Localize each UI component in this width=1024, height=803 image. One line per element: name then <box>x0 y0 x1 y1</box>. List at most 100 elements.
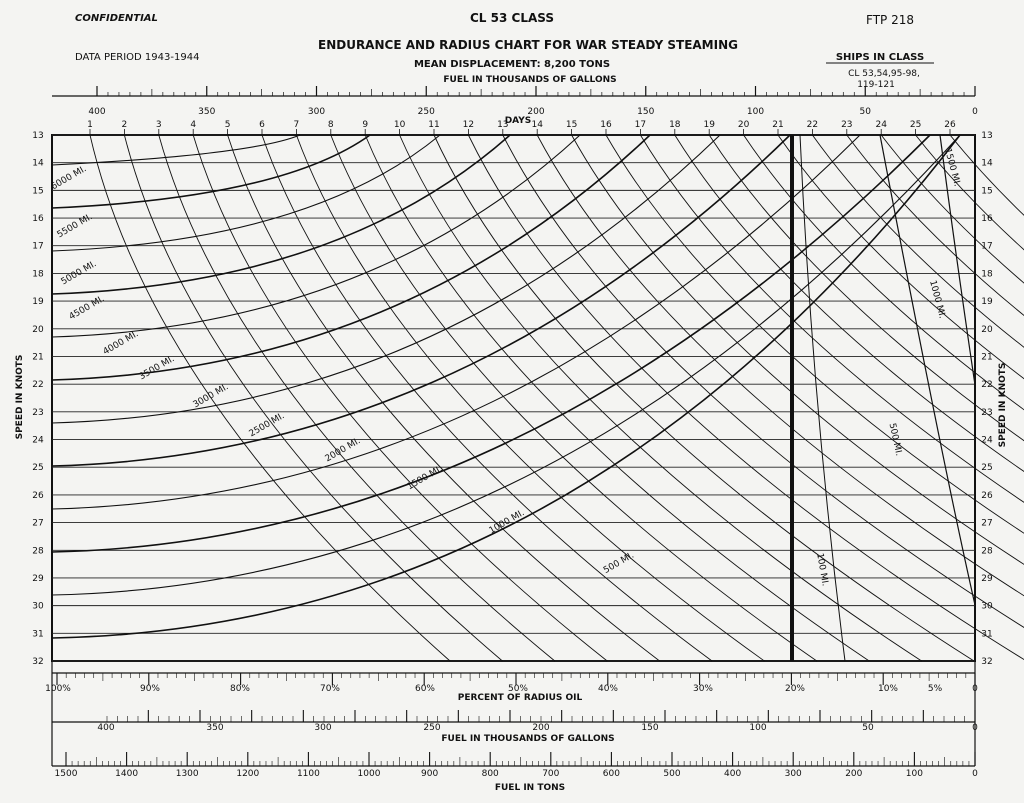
tons-tick-label: 1100 <box>297 769 320 779</box>
days-tick-label: 24 <box>875 120 887 130</box>
gallons-tick-label: 150 <box>641 723 658 733</box>
days-tick-label: 14 <box>531 120 543 130</box>
percent-tick-label: 40% <box>598 684 618 694</box>
days-tick-label: 25 <box>910 120 921 130</box>
speed-tick-right: 16 <box>981 214 993 224</box>
speed-tick-left: 21 <box>32 352 43 362</box>
days-tick-label: 20 <box>738 120 750 130</box>
day-curve <box>605 134 1024 534</box>
tons-tick-label: 800 <box>482 769 499 779</box>
day-curve <box>536 134 1024 597</box>
days-tick-label: 5 <box>225 120 231 130</box>
speed-tick-right: 32 <box>981 657 992 667</box>
radius-curve <box>879 134 976 606</box>
ftp-label: FTP 218 <box>866 13 914 27</box>
days-tick-label: 19 <box>703 120 715 130</box>
percent-tick-label: 50% <box>508 684 528 694</box>
confidential-label: CONFIDENTIAL <box>75 13 158 24</box>
day-curve <box>89 134 451 662</box>
day-curve <box>571 134 1024 565</box>
speed-tick-left: 15 <box>32 186 43 196</box>
day-curve <box>261 134 713 662</box>
radius-curve <box>939 134 976 386</box>
tons-tick-label: 1300 <box>176 769 199 779</box>
radius-curve <box>51 134 441 252</box>
radius-curve <box>51 134 581 338</box>
days-tick-label: 21 <box>772 120 783 130</box>
speed-tick-right: 27 <box>981 519 992 529</box>
percent-tick-label: 80% <box>230 684 250 694</box>
days-tick-label: 7 <box>294 120 300 130</box>
y-axis-label-right: SPEED IN KNOTS <box>998 363 1008 448</box>
radius-curve-label: 4500 MI. <box>68 294 107 322</box>
ships-line-1: CL 53,54,95-98, <box>848 69 920 79</box>
day-curve <box>399 134 922 662</box>
tons-tick-label: 200 <box>845 769 862 779</box>
radius-curve-label: 100 MI. <box>814 552 830 587</box>
radius-curve <box>51 134 511 295</box>
top-fuel-scale-tick-label: 100 <box>747 107 764 117</box>
speed-tick-right: 28 <box>981 546 993 556</box>
radius-curve-label: 1500 MI. <box>406 464 445 492</box>
day-curve <box>330 134 818 662</box>
days-tick-label: 22 <box>807 120 818 130</box>
days-tick-label: 9 <box>362 120 368 130</box>
radius-curve <box>51 134 931 553</box>
days-scale-label: DAYS <box>505 116 532 126</box>
class-title: CL 53 CLASS <box>470 11 554 25</box>
displacement: MEAN DISPLACEMENT: 8,200 TONS <box>414 59 610 70</box>
radius-curve <box>51 134 651 381</box>
day-curve <box>640 134 1024 503</box>
speed-tick-left: 22 <box>32 380 43 390</box>
speed-tick-left: 23 <box>32 408 43 418</box>
tons-tick-label: 600 <box>603 769 620 779</box>
gallons-scale-label: FUEL IN THOUSANDS OF GALLONS <box>441 734 614 744</box>
days-tick-label: 15 <box>566 120 577 130</box>
day-curve <box>674 134 1024 472</box>
day-curve <box>846 134 1024 316</box>
tons-tick-label: 1400 <box>115 769 138 779</box>
chart-title: ENDURANCE AND RADIUS CHART FOR WAR STEAD… <box>318 38 738 52</box>
speed-tick-left: 19 <box>32 297 44 307</box>
speed-tick-right: 21 <box>981 352 992 362</box>
days-tick-label: 3 <box>156 120 162 130</box>
speed-tick-right: 29 <box>981 574 993 584</box>
speed-tick-right: 18 <box>981 269 993 279</box>
speed-tick-left: 27 <box>32 519 43 529</box>
radius-curve-label: 5500 MI. <box>56 212 95 240</box>
top-fuel-scale-tick-label: 350 <box>198 107 215 117</box>
days-tick-label: 12 <box>463 120 474 130</box>
speed-tick-left: 24 <box>32 436 44 446</box>
speed-tick-right: 31 <box>981 629 992 639</box>
day-curve <box>915 134 1024 251</box>
day-curve <box>158 134 556 662</box>
tons-tick-label: 500 <box>663 769 680 779</box>
day-curve <box>777 134 1024 380</box>
radius-curve <box>51 134 721 424</box>
gallons-tick-label: 350 <box>206 723 223 733</box>
speed-tick-right: 15 <box>981 186 992 196</box>
days-tick-label: 1 <box>87 120 93 130</box>
radius-curve <box>51 134 861 510</box>
gallons-tick-label: 50 <box>862 723 874 733</box>
ships-in-class-label: SHIPS IN CLASS <box>836 52 924 63</box>
day-curve <box>812 134 1024 348</box>
speed-tick-left: 31 <box>32 629 43 639</box>
top-fuel-scale-tick-label: 0 <box>972 107 978 117</box>
day-curve <box>123 134 503 662</box>
speed-tick-left: 29 <box>32 574 44 584</box>
days-tick-label: 18 <box>669 120 681 130</box>
radius-curve <box>51 134 371 209</box>
tons-scale-label: FUEL IN TONS <box>495 783 565 793</box>
speed-tick-right: 25 <box>981 463 992 473</box>
speed-tick-left: 14 <box>32 159 44 169</box>
gallons-tick-label: 300 <box>314 723 331 733</box>
speed-tick-right: 24 <box>981 436 993 446</box>
percent-tick-label: 10% <box>878 684 898 694</box>
tons-tick-label: 1500 <box>55 769 78 779</box>
top-fuel-scale-tick-label: 250 <box>418 107 435 117</box>
days-tick-label: 13 <box>497 120 508 130</box>
day-curve <box>227 134 660 662</box>
percent-tick-label: 70% <box>320 684 340 694</box>
